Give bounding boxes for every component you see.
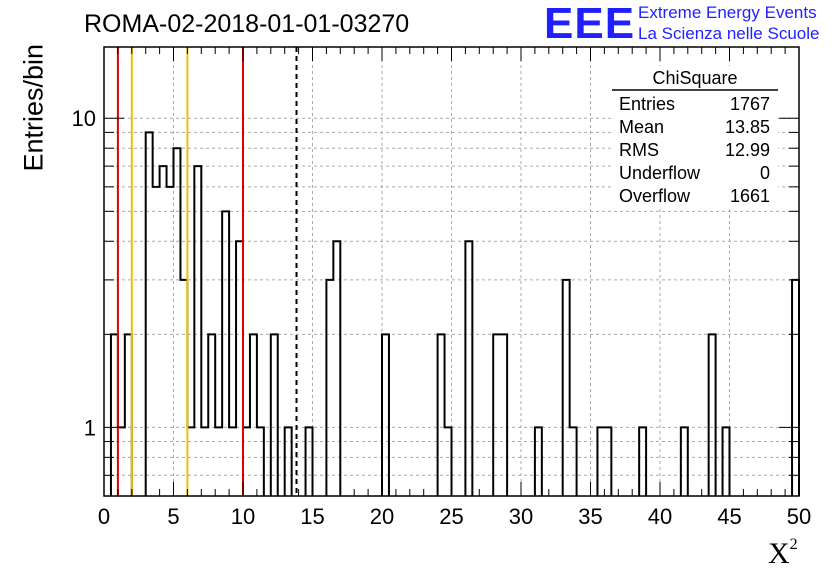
histogram-bin <box>493 334 507 496</box>
x-tick-label: 30 <box>509 504 533 529</box>
histogram-bin <box>243 427 250 496</box>
stats-title: ChiSquare <box>652 68 737 88</box>
x-tick-label: 20 <box>370 504 394 529</box>
histogram-bin <box>167 187 174 496</box>
histogram-bin <box>326 280 333 496</box>
x-tick-label: 50 <box>787 504 811 529</box>
histogram-bin <box>285 427 292 496</box>
histogram-bin <box>111 334 118 496</box>
x-tick-label: 35 <box>578 504 602 529</box>
histogram-bin <box>236 241 243 496</box>
eee-logo: EEE <box>544 0 636 48</box>
histogram-bin <box>146 132 153 496</box>
histogram-bin <box>194 166 201 496</box>
chart-title: ROMA-02-2018-01-01-03270 <box>84 10 410 38</box>
stats-value: 1767 <box>730 94 770 114</box>
stats-label: Entries <box>619 94 675 114</box>
y-tick-label: 10 <box>72 106 96 131</box>
x-axis-label: X2 <box>768 536 798 571</box>
histogram-bin <box>250 334 257 496</box>
stats-value: 12.99 <box>725 140 770 160</box>
x-tick-label: 0 <box>98 504 110 529</box>
histogram-bin <box>201 427 208 496</box>
histogram-bin <box>723 427 730 496</box>
histogram-bin <box>174 148 181 496</box>
logo-caption-line1: Extreme Energy Events <box>638 3 817 22</box>
histogram-bin <box>153 187 160 496</box>
histogram-bin <box>597 427 611 496</box>
stats-value: 0 <box>760 163 770 183</box>
histogram-bin <box>208 334 215 496</box>
x-tick-label: 40 <box>648 504 672 529</box>
histogram-bin <box>187 427 194 496</box>
histogram-bin <box>306 427 313 496</box>
x-tick-label: 15 <box>300 504 324 529</box>
histogram-bin <box>271 334 278 496</box>
histogram-bin <box>709 334 716 496</box>
stats-label: Underflow <box>619 163 701 183</box>
histogram-bin <box>180 280 187 496</box>
x-axis-label-main: X <box>768 537 790 570</box>
stats-value: 13.85 <box>725 117 770 137</box>
x-tick-label: 10 <box>231 504 255 529</box>
histogram-bin <box>257 427 264 496</box>
histogram-bin <box>792 280 799 496</box>
histogram-bin <box>639 427 646 496</box>
histogram-bin <box>445 427 452 496</box>
histogram-bin <box>382 334 389 496</box>
stats-label: Mean <box>619 117 664 137</box>
histogram-bin <box>570 427 577 496</box>
histogram-bin <box>535 427 542 496</box>
histogram-bin <box>222 211 229 496</box>
histogram-bin <box>681 427 688 496</box>
histogram-bin <box>125 334 132 496</box>
histogram-bin <box>465 241 472 496</box>
histogram-bin <box>333 241 340 496</box>
y-tick-label: 1 <box>84 415 96 440</box>
histogram-bin <box>215 427 222 496</box>
x-tick-label: 25 <box>439 504 463 529</box>
histogram-bin <box>438 334 445 496</box>
histogram-bin <box>563 280 570 496</box>
logo-caption-line2: La Scienza nelle Scuole <box>638 24 820 43</box>
histogram-bin <box>118 427 125 496</box>
histogram-bin <box>160 166 167 496</box>
stats-label: Overflow <box>619 186 691 206</box>
x-tick-label: 5 <box>167 504 179 529</box>
histogram-bin <box>229 427 236 496</box>
stats-value: 1661 <box>730 186 770 206</box>
stats-label: RMS <box>619 140 659 160</box>
x-axis-label-superscript: 2 <box>789 536 798 553</box>
x-tick-label: 45 <box>717 504 741 529</box>
